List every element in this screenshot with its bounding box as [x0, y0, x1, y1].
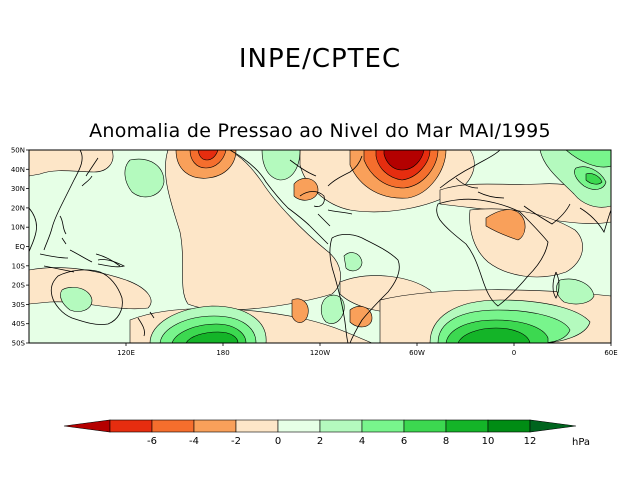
pos-region-north-america: [261, 150, 301, 181]
neg-region-west-pacific-north: [29, 150, 114, 177]
pos-region-australia: [60, 287, 93, 312]
lon-label: 120E: [117, 349, 135, 357]
pos-region-south-america: [320, 294, 345, 324]
neg-core-gulf: [293, 178, 319, 201]
map-title: Anomalia de Pressao ao Nivel do Mar MAI/…: [89, 120, 551, 142]
coastline-indochina: [29, 207, 37, 253]
colorbar-unit: hPa: [572, 437, 590, 448]
colorbar-tick-label: -6: [147, 436, 157, 447]
lat-label: 30N: [11, 185, 25, 193]
neg-core-africa: [485, 209, 526, 241]
pos-region-indian-ocean: [556, 278, 595, 305]
coastline-new-guinea: [97, 259, 126, 268]
latitude-axis: 50N 40N 30N 20N 10N EQ 10S 20S 30S 40S 50S: [11, 147, 29, 348]
coastline-australia: [50, 269, 123, 325]
longitude-axis: 120E 180 120W 60W 0 60E: [117, 343, 618, 357]
lat-label: 30S: [12, 301, 26, 309]
coastline-europe: [439, 150, 505, 199]
colorbar: -6 -4 -2 0 2 4 6 8 10 12 hPa: [63, 419, 590, 448]
coastline-new-zealand: [137, 311, 155, 337]
pos-peak-southern-atlantic: [457, 327, 531, 343]
coastlines: [29, 150, 611, 343]
neg-region-central-pacific: [165, 150, 341, 311]
colorbar-tick-label: 4: [359, 436, 365, 447]
colorbar-segment: [109, 419, 153, 433]
coastline-arabia: [523, 203, 571, 225]
colorbar-segment: [151, 419, 195, 433]
pos-peak-southern-pacific: [185, 331, 239, 343]
colorbar-segment: [361, 419, 405, 433]
colorbar-tick-label: 2: [317, 436, 323, 447]
colorbar-segment: [235, 419, 279, 433]
anomaly-field: [29, 150, 611, 343]
colorbar-tick-label: -4: [189, 436, 199, 447]
colorbar-segment: [445, 419, 489, 433]
page-title: INPE/CPTEC: [238, 44, 402, 74]
colorbar-segment-high: [529, 419, 577, 433]
colorbar-segment: [403, 419, 447, 433]
neg-core-southeast-pacific: [291, 298, 309, 323]
colorbar-tick-label: 10: [482, 436, 495, 447]
coastline-japan: [81, 157, 99, 187]
neg-core-south-america: [349, 306, 373, 328]
pos-region-north-pacific-east: [124, 158, 165, 198]
pos-region-south-american-coast: [343, 252, 363, 272]
coastline-north-america: [229, 150, 363, 245]
lon-label: 180: [216, 349, 229, 357]
lat-label: 20S: [12, 282, 26, 290]
colorbar-segment-low: [63, 419, 111, 433]
lat-label: 40N: [11, 166, 25, 174]
colorbar-segment: [487, 419, 531, 433]
coastline-caribbean: [317, 209, 353, 227]
coastline-india: [579, 207, 611, 233]
lon-label: 120W: [310, 349, 330, 357]
colorbar-tick-label: 8: [443, 436, 449, 447]
pos-inner-asia: [585, 173, 603, 185]
coastline-philippines: [59, 215, 67, 245]
coastline-madagascar: [552, 271, 560, 299]
lat-label: 10N: [11, 224, 25, 232]
coastline-south-america: [329, 234, 400, 343]
lat-label: 50S: [12, 340, 26, 348]
coastline-indonesia: [39, 249, 121, 273]
colorbar-tick-label: 6: [401, 436, 407, 447]
coastline-africa: [436, 198, 549, 307]
lon-label: 0: [512, 349, 516, 357]
coastline-gulf-of-mexico: [299, 191, 325, 207]
neg-center-north-pacific: [197, 150, 219, 161]
lon-label: 60W: [409, 349, 425, 357]
lat-label: 20N: [11, 204, 25, 212]
colorbar-tick-label: -2: [231, 436, 241, 447]
colorbar-segment: [277, 419, 321, 433]
lon-label: 60E: [604, 349, 617, 357]
coastline-asia-east: [43, 150, 83, 251]
colorbar-tick-label: 12: [524, 436, 537, 447]
colorbar-segment: [319, 419, 363, 433]
lat-label: EQ: [15, 243, 25, 251]
neg-peak-north-atlantic: [383, 150, 425, 171]
colorbar-tick-label: 0: [275, 436, 281, 447]
pos-core-north-atlantic-ne: [565, 150, 611, 168]
lat-label: 40S: [12, 320, 26, 328]
lat-label: 10S: [12, 262, 26, 270]
colorbar-segment: [193, 419, 237, 433]
lat-label: 50N: [11, 147, 25, 155]
